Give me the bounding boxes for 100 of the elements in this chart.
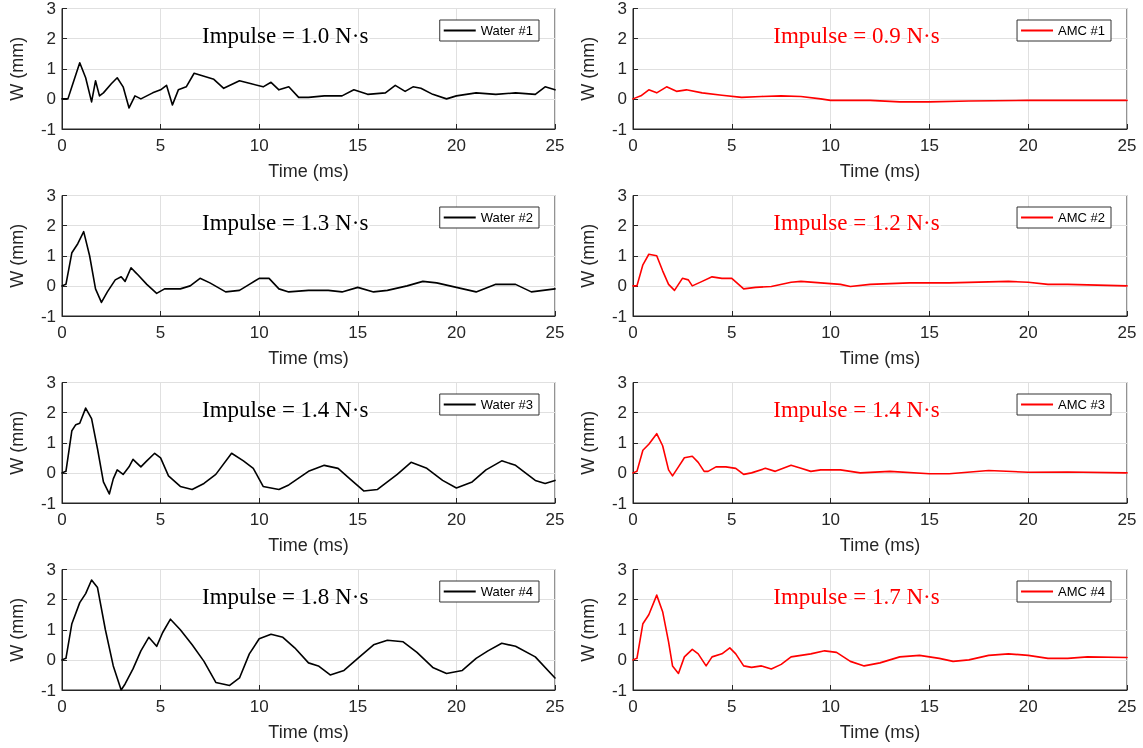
x-axis-title: Time (ms) [839, 348, 921, 368]
x-tick-label: 25 [1117, 510, 1137, 529]
y-tick-label: 0 [617, 650, 627, 670]
x-tick-label: 10 [249, 510, 269, 529]
x-tick-label: 15 [919, 136, 939, 155]
x-tick-label: 15 [348, 323, 368, 342]
line-series [632, 432, 1128, 477]
y-tick-label: -1 [611, 119, 627, 139]
x-tick-label: 20 [1018, 510, 1038, 529]
y-tick-label: -1 [40, 119, 56, 139]
x-tick-label: 10 [821, 510, 841, 529]
x-tick-label: 10 [821, 323, 841, 342]
annotation: Impulse = 1.0 N·s [202, 23, 369, 48]
y-tick-label: 3 [46, 560, 56, 579]
x-tick-label: 15 [348, 510, 368, 529]
x-tick-label: 5 [155, 323, 166, 342]
y-axis-title: W (mm) [578, 36, 598, 101]
x-axis-title: Time (ms) [839, 535, 921, 555]
y-axis-title: W (mm) [578, 597, 598, 662]
legend-label: Water #3 [480, 397, 534, 412]
x-tick-label: 20 [446, 697, 466, 716]
x-axis-title: Time (ms) [839, 722, 921, 742]
y-axis-title: W (mm) [7, 410, 27, 475]
y-tick-label: 2 [617, 403, 627, 423]
annotation: Impulse = 1.2 N·s [773, 210, 940, 235]
x-tick-label: 5 [727, 136, 737, 155]
line-series [632, 86, 1128, 103]
x-tick-label: 10 [249, 697, 269, 716]
annotation: Impulse = 1.3 N·s [202, 210, 369, 235]
x-tick-label: 20 [1018, 323, 1038, 342]
annotation: Impulse = 1.4 N·s [202, 397, 369, 422]
legend-label: AMC #2 [1058, 210, 1106, 225]
line-series [61, 61, 556, 109]
x-axis-title: Time (ms) [268, 535, 349, 555]
y-axis-title: W (mm) [7, 223, 27, 288]
x-tick-label: 25 [1117, 323, 1137, 342]
legend-label: Water #2 [480, 210, 534, 225]
annotation: Impulse = 0.9 N·s [773, 23, 940, 48]
y-tick-label: 1 [46, 433, 56, 453]
x-tick-label: 25 [545, 136, 565, 155]
y-axis-title: W (mm) [7, 597, 27, 662]
y-axis-title: W (mm) [578, 410, 598, 475]
y-tick-label: 3 [617, 560, 627, 579]
y-tick-label: -1 [40, 680, 56, 700]
y-tick-label: -1 [611, 493, 627, 513]
y-tick-label: 3 [617, 373, 627, 392]
y-tick-label: -1 [40, 306, 56, 326]
y-tick-label: 1 [617, 620, 627, 640]
y-tick-label: 1 [46, 246, 56, 266]
x-tick-label: 15 [919, 510, 939, 529]
y-tick-label: 0 [617, 276, 627, 296]
y-tick-label: 0 [617, 463, 627, 483]
x-tick-label: 5 [155, 697, 166, 716]
y-tick-label: 2 [46, 403, 56, 423]
y-tick-label: 0 [46, 463, 56, 483]
x-tick-label: 5 [727, 510, 737, 529]
y-tick-label: -1 [611, 680, 627, 700]
y-tick-label: 0 [46, 89, 56, 109]
y-tick-label: -1 [40, 493, 56, 513]
y-tick-label: 2 [617, 216, 627, 236]
y-tick-label: 3 [46, 373, 56, 392]
line-series [632, 253, 1128, 292]
x-tick-label: 15 [919, 323, 939, 342]
x-tick-label: 10 [821, 136, 841, 155]
x-tick-label: 20 [1018, 136, 1038, 155]
x-tick-label: 15 [919, 697, 939, 716]
y-tick-label: 3 [46, 186, 56, 205]
y-tick-label: 1 [46, 59, 56, 79]
x-axis-title: Time (ms) [268, 161, 349, 181]
annotation: Impulse = 1.7 N·s [773, 584, 940, 609]
x-tick-label: 20 [446, 510, 466, 529]
x-tick-label: 25 [545, 510, 565, 529]
x-tick-label: 25 [545, 323, 565, 342]
x-tick-label: 15 [348, 697, 368, 716]
legend-label: AMC #1 [1058, 23, 1106, 38]
legend-label: Water #1 [480, 23, 534, 38]
y-axis-title: W (mm) [7, 36, 27, 101]
x-tick-label: 10 [821, 697, 841, 716]
y-tick-label: 3 [46, 0, 56, 18]
y-tick-label: -1 [611, 306, 627, 326]
y-tick-label: 3 [617, 186, 627, 205]
x-tick-label: 5 [727, 697, 737, 716]
y-tick-label: 0 [617, 89, 627, 109]
legend-label: AMC #4 [1058, 584, 1106, 599]
x-axis-title: Time (ms) [839, 161, 921, 181]
y-tick-label: 1 [617, 433, 627, 453]
x-axis-title: Time (ms) [268, 722, 349, 742]
y-tick-label: 1 [617, 246, 627, 266]
x-tick-label: 25 [545, 697, 565, 716]
y-tick-label: 0 [46, 650, 56, 670]
x-tick-label: 10 [249, 136, 269, 155]
x-tick-label: 5 [727, 323, 737, 342]
y-tick-label: 1 [46, 620, 56, 640]
x-tick-label: 20 [446, 323, 466, 342]
x-tick-label: 5 [155, 510, 166, 529]
y-tick-label: 1 [617, 59, 627, 79]
legend-label: AMC #3 [1058, 397, 1106, 412]
y-tick-label: 2 [46, 590, 56, 610]
x-tick-label: 20 [446, 136, 466, 155]
x-axis-title: Time (ms) [268, 348, 349, 368]
